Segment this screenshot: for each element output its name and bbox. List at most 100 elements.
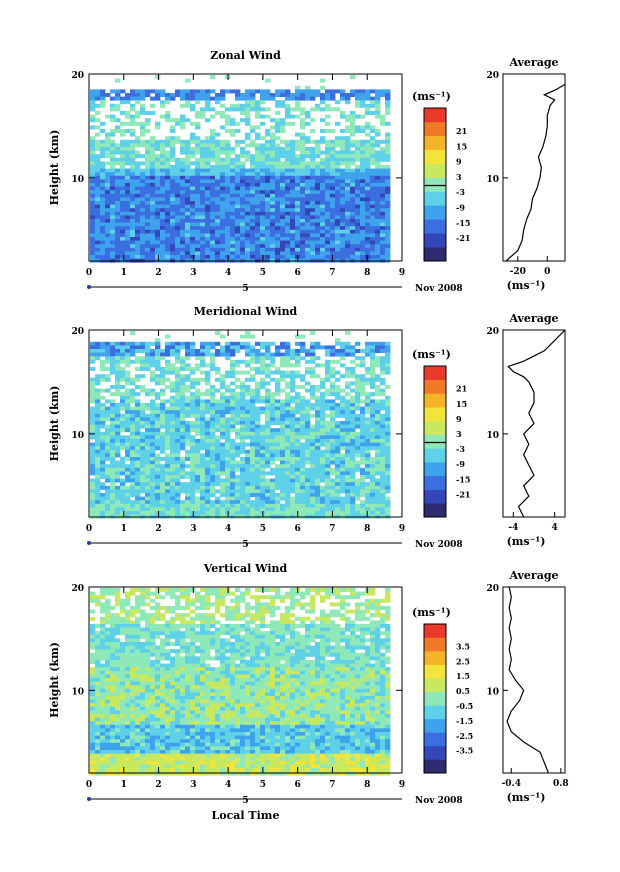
- heatmap-cell: [145, 118, 151, 123]
- heatmap-cell: [165, 428, 171, 433]
- heatmap-cell: [300, 132, 306, 137]
- heatmap-cell: [120, 399, 126, 404]
- heatmap-cell: [350, 121, 356, 126]
- heatmap-cell: [200, 226, 206, 231]
- heatmap-cell: [380, 507, 386, 512]
- heatmap-cell: [260, 428, 266, 433]
- heatmap-cell: [310, 485, 316, 490]
- heatmap-cell: [215, 237, 221, 241]
- heatmap-cell: [375, 208, 381, 213]
- heatmap-cell: [145, 464, 151, 469]
- heatmap-cell: [205, 193, 211, 198]
- heatmap-cell: [310, 341, 316, 346]
- heatmap-cell: [270, 168, 276, 173]
- heatmap-cell: [260, 464, 266, 469]
- heatmap-cell: [95, 168, 101, 173]
- heatmap-cell: [360, 410, 366, 415]
- heatmap-field: [90, 75, 391, 263]
- heatmap-cell: [285, 421, 291, 425]
- heatmap-cell: [265, 114, 271, 119]
- heatmap-cell: [255, 211, 261, 216]
- heatmap-cell: [110, 132, 116, 137]
- heatmap-cell: [370, 359, 376, 364]
- heatmap-cell: [135, 493, 141, 497]
- heatmap-cell: [155, 442, 161, 447]
- heatmap-cell: [250, 107, 256, 112]
- heatmap-cell: [100, 183, 106, 187]
- heatmap-cell: [190, 255, 196, 259]
- heatmap-cell: [230, 215, 236, 220]
- heatmap-cell: [365, 240, 371, 245]
- heatmap-cell: [105, 204, 111, 209]
- heatmap-cell: [220, 233, 226, 238]
- heatmap-cell: [365, 183, 371, 187]
- heatmap-cell: [355, 431, 361, 436]
- heatmap-cell: [145, 193, 151, 198]
- heatmap-cell: [210, 460, 216, 465]
- heatmap-cell: [225, 403, 231, 407]
- heatmap-cell: [185, 439, 191, 443]
- heatmap-cell: [260, 496, 266, 501]
- heatmap-cell: [210, 363, 216, 368]
- heatmap-cell: [155, 229, 161, 234]
- heatmap-cell: [365, 475, 371, 479]
- heatmap-cell: [175, 511, 181, 515]
- heatmap-cell: [335, 183, 341, 187]
- heatmap-cell: [135, 482, 141, 487]
- heatmap-cell: [225, 460, 231, 465]
- heatmap-cell: [165, 467, 171, 472]
- heatmap-cell: [255, 496, 261, 501]
- heatmap-cell: [110, 475, 116, 479]
- heatmap-cell: [140, 439, 146, 443]
- heatmap-cell: [240, 244, 246, 249]
- heatmap-cell: [315, 485, 321, 490]
- heatmap-cell: [290, 471, 296, 476]
- heatmap-cell: [200, 89, 206, 94]
- heatmap-cell: [300, 201, 306, 205]
- heatmap-cell: [375, 100, 381, 105]
- heatmap-cell: [205, 352, 211, 357]
- heatmap-cell: [370, 399, 376, 404]
- heatmap-cell: [100, 89, 106, 94]
- heatmap-cell: [255, 186, 261, 191]
- heatmap-cell: [115, 237, 121, 241]
- heatmap-cell: [325, 197, 331, 202]
- heatmap-cell: [375, 363, 381, 368]
- heatmap-cell: [100, 215, 106, 220]
- heatmap-cell: [335, 161, 341, 166]
- heatmap-cell: [145, 503, 151, 508]
- heatmap-cell: [310, 251, 316, 256]
- heatmap-cell: [250, 503, 256, 508]
- heatmap-cell: [170, 183, 176, 187]
- heatmap-cell: [195, 464, 201, 469]
- heatmap-cell: [355, 385, 361, 389]
- heatmap-cell: [335, 244, 341, 249]
- heatmap-cell: [365, 226, 371, 231]
- heatmap-cell: [135, 406, 141, 411]
- heatmap-cell: [335, 475, 341, 479]
- heatmap-cell: [185, 511, 191, 515]
- heatmap-cell: [165, 413, 171, 418]
- heatmap-cell: [190, 107, 196, 112]
- heatmap-cell: [105, 457, 111, 461]
- heatmap-cell: [100, 103, 106, 108]
- heatmap-cell: [145, 139, 151, 144]
- heatmap-cell: [285, 157, 291, 162]
- heatmap-cell: [345, 406, 351, 411]
- heatmap-cell: [265, 154, 271, 159]
- colorbar-tick-label: -15: [456, 218, 470, 228]
- heatmap-cell: [105, 168, 111, 173]
- heatmap-cell: [195, 222, 201, 227]
- heatmap-cell: [200, 431, 206, 436]
- heatmap-cell: [270, 201, 276, 205]
- heatmap-cell: [115, 193, 121, 198]
- heatmap-cell: [125, 417, 131, 422]
- heatmap-cell: [250, 93, 256, 97]
- heatmap-cell: [140, 367, 146, 371]
- heatmap-cell: [175, 233, 181, 238]
- heatmap-cell: [130, 399, 136, 404]
- heatmap-cell: [315, 475, 321, 479]
- heatmap-cell: [245, 179, 251, 184]
- heatmap-cell: [235, 103, 241, 108]
- heatmap-cell: [105, 475, 111, 479]
